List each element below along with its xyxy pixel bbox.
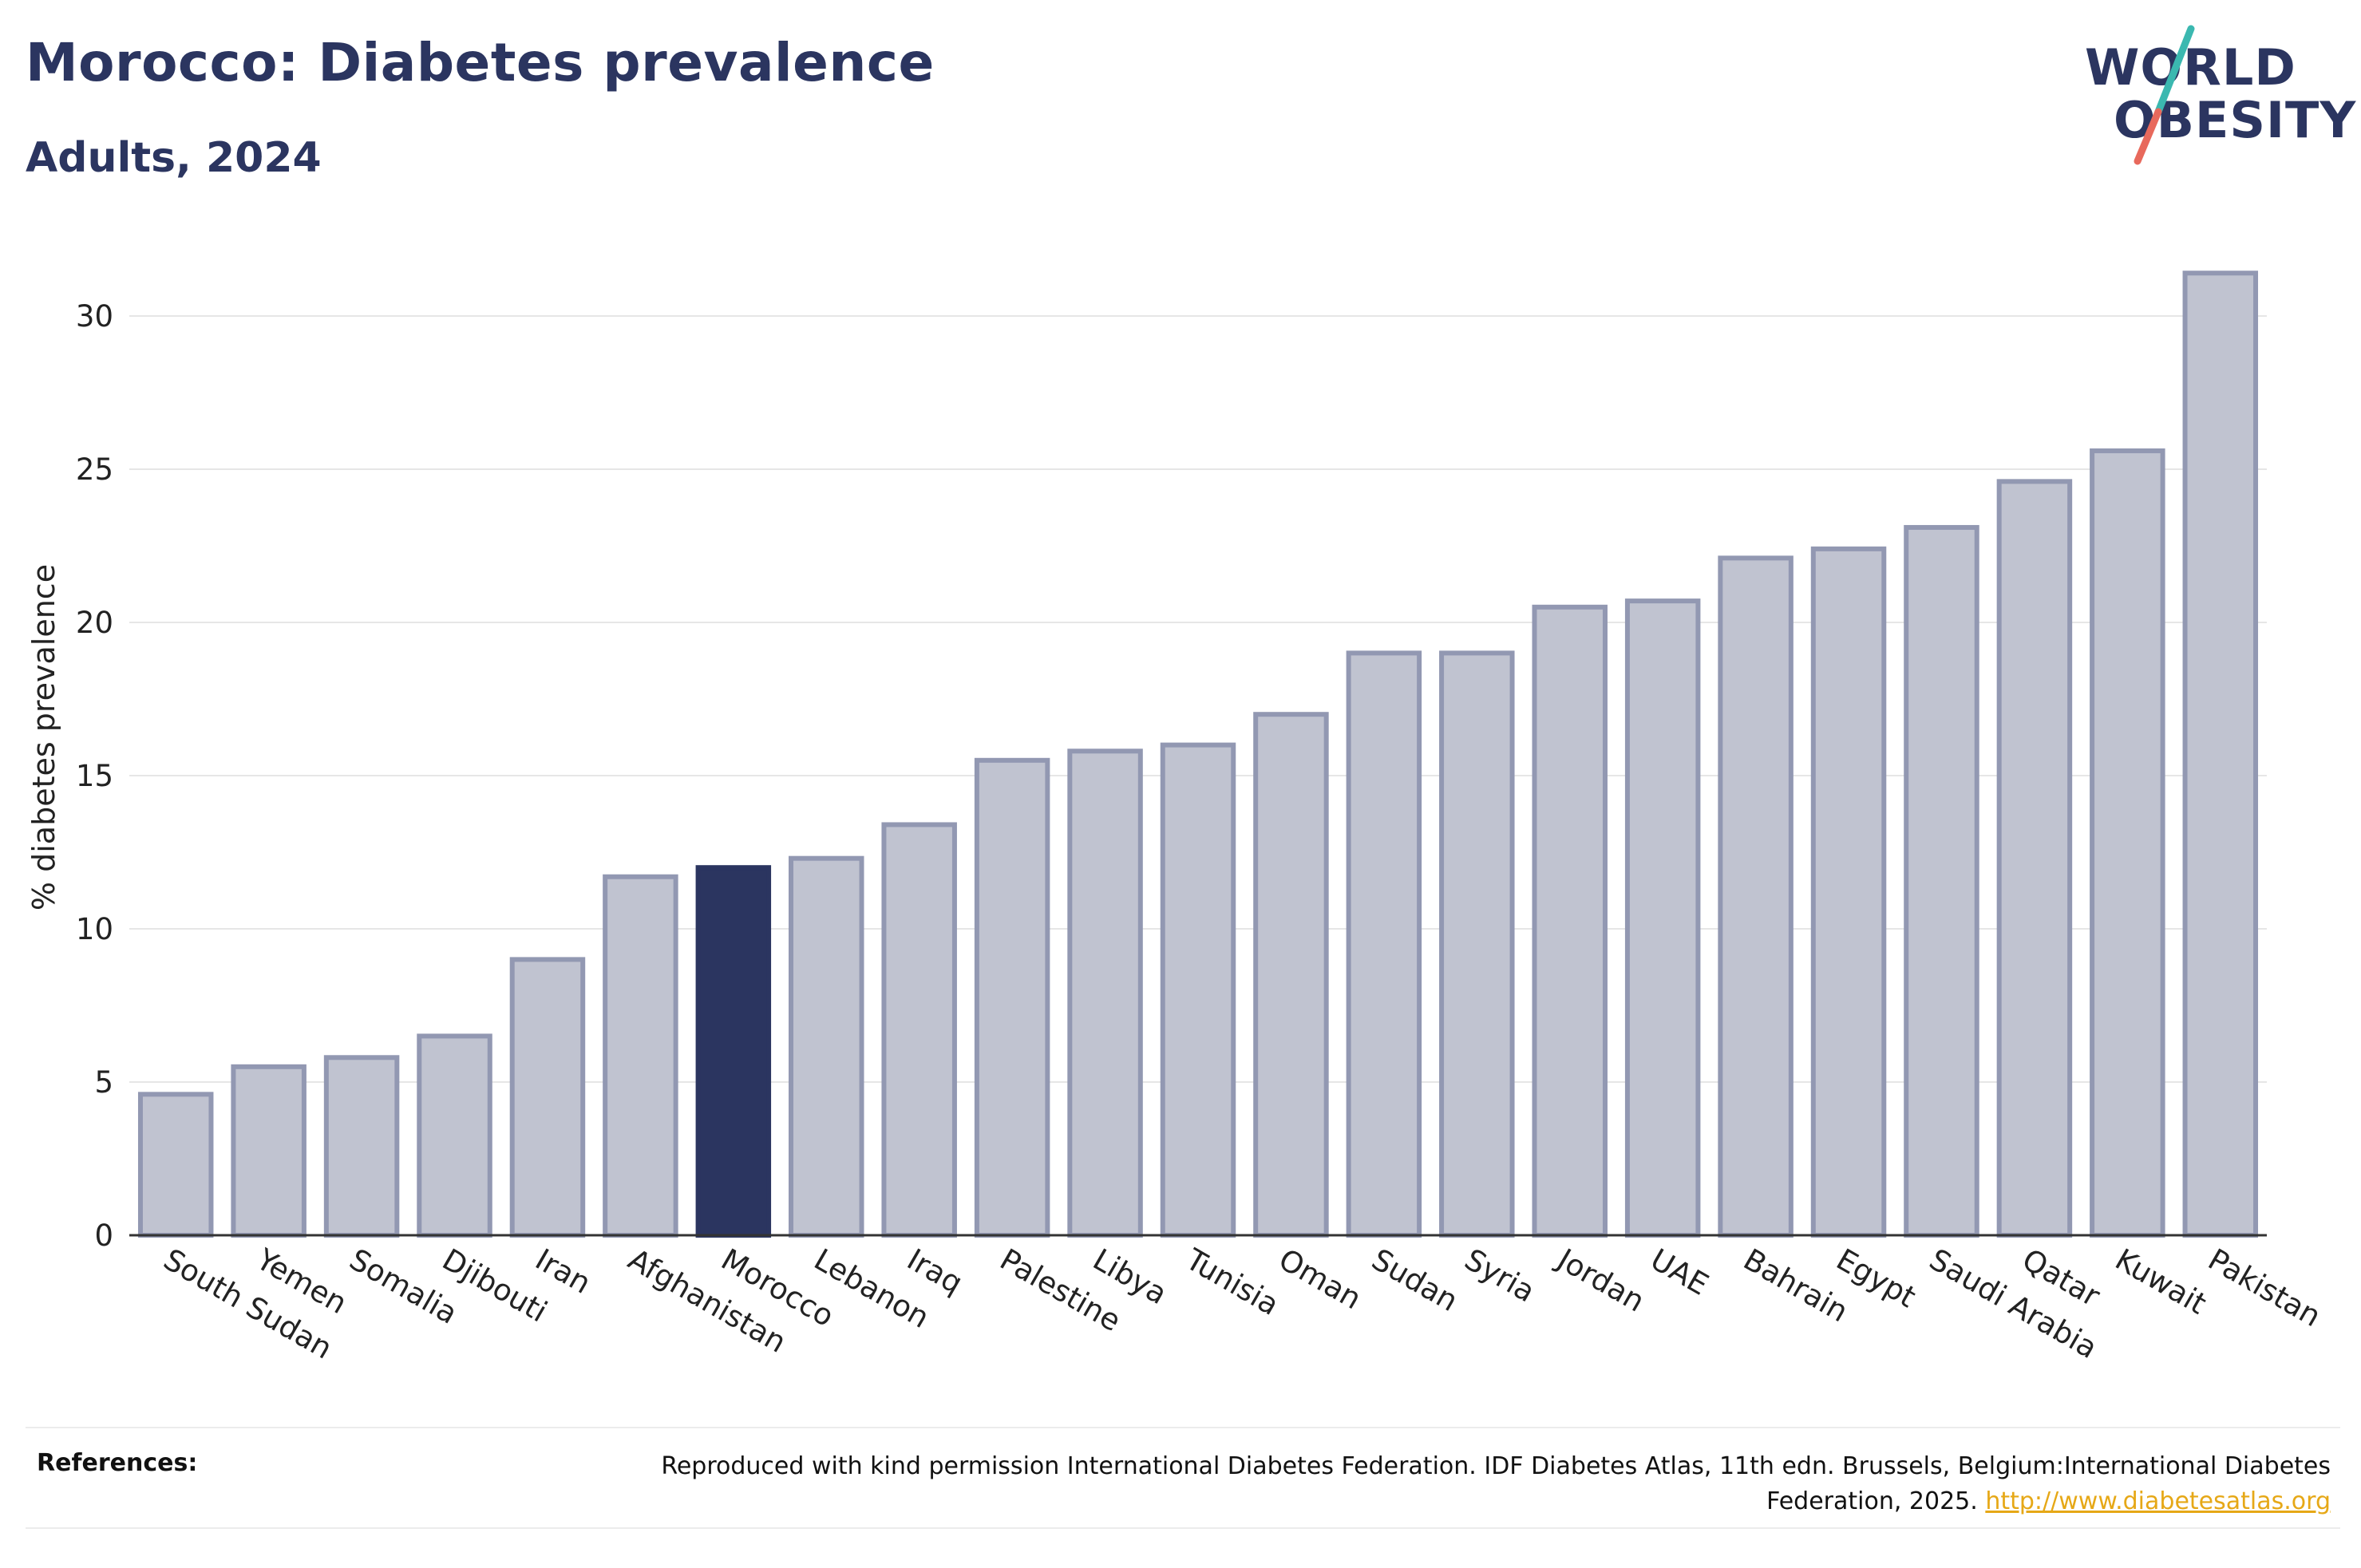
- x-tick-label: Sudan: [1366, 1242, 1463, 1319]
- x-tick-label: UAE: [1645, 1242, 1714, 1302]
- x-tick-label: Kuwait: [2110, 1242, 2213, 1321]
- bar-iraq[interactable]: [881, 822, 957, 1238]
- chart-title: Morocco: Diabetes prevalence: [26, 32, 935, 93]
- bar-syria[interactable]: [1439, 650, 1515, 1238]
- y-tick-label: 5: [94, 1065, 113, 1100]
- bar-kuwait[interactable]: [2090, 448, 2165, 1238]
- bar-pakistan[interactable]: [2182, 271, 2259, 1238]
- x-tick-label: Tunisia: [1180, 1242, 1285, 1322]
- bar-bahrain[interactable]: [1718, 555, 1793, 1238]
- bar-egypt[interactable]: [1810, 546, 1887, 1238]
- reference-link[interactable]: http://www.diabetesatlas.org: [1985, 1487, 2331, 1515]
- bar-saudi-arabia[interactable]: [1904, 524, 1979, 1238]
- bar-libya[interactable]: [1067, 748, 1143, 1238]
- bar-palestine[interactable]: [974, 757, 1050, 1238]
- bar-south-sudan[interactable]: [137, 1092, 214, 1238]
- bar-djibouti[interactable]: [417, 1033, 492, 1238]
- reference-citation: Reproduced with kind permission Internat…: [661, 1452, 2331, 1515]
- bar-uae[interactable]: [1624, 598, 1701, 1238]
- world-obesity-logo: WORLD OBESITY: [2075, 19, 2355, 171]
- bar-sudan[interactable]: [1346, 650, 1422, 1238]
- references-label: References:: [37, 1449, 198, 1477]
- y-tick-label: 0: [94, 1218, 113, 1253]
- y-axis-title: % diabetes prevalence: [26, 564, 61, 910]
- y-tick-label: 15: [76, 759, 113, 793]
- x-tick-label: Pakistan: [2202, 1242, 2327, 1334]
- bar-oman[interactable]: [1253, 712, 1329, 1238]
- bar-qatar[interactable]: [1996, 479, 2073, 1238]
- x-tick-label: Oman: [1273, 1242, 1367, 1317]
- x-tick-label: Jordan: [1551, 1242, 1651, 1319]
- y-tick-label: 25: [76, 452, 113, 487]
- logo-slash-icon: [2134, 25, 2195, 165]
- y-tick-label: 30: [76, 299, 113, 334]
- y-tick-label: 20: [76, 606, 113, 640]
- x-tick-label: Syria: [1459, 1242, 1541, 1309]
- bar-morocco[interactable]: [695, 865, 772, 1238]
- chart-subtitle: Adults, 2024: [26, 134, 322, 182]
- bar-somalia[interactable]: [323, 1055, 400, 1238]
- references-footer: References: Reproduced with kind permiss…: [26, 1427, 2340, 1529]
- y-tick-label: 10: [76, 912, 113, 946]
- x-tick-label: Bahrain: [1738, 1242, 1853, 1329]
- bar-afghanistan[interactable]: [603, 874, 678, 1238]
- bars: [137, 271, 2259, 1238]
- bar-lebanon[interactable]: [789, 855, 864, 1238]
- bar-yemen[interactable]: [231, 1064, 306, 1238]
- logo-line1: WORLD: [2085, 38, 2296, 97]
- references-text: Reproduced with kind permission Internat…: [655, 1449, 2331, 1519]
- bar-iran[interactable]: [509, 957, 586, 1238]
- bar-jordan[interactable]: [1532, 604, 1608, 1238]
- bar-tunisia[interactable]: [1160, 742, 1236, 1238]
